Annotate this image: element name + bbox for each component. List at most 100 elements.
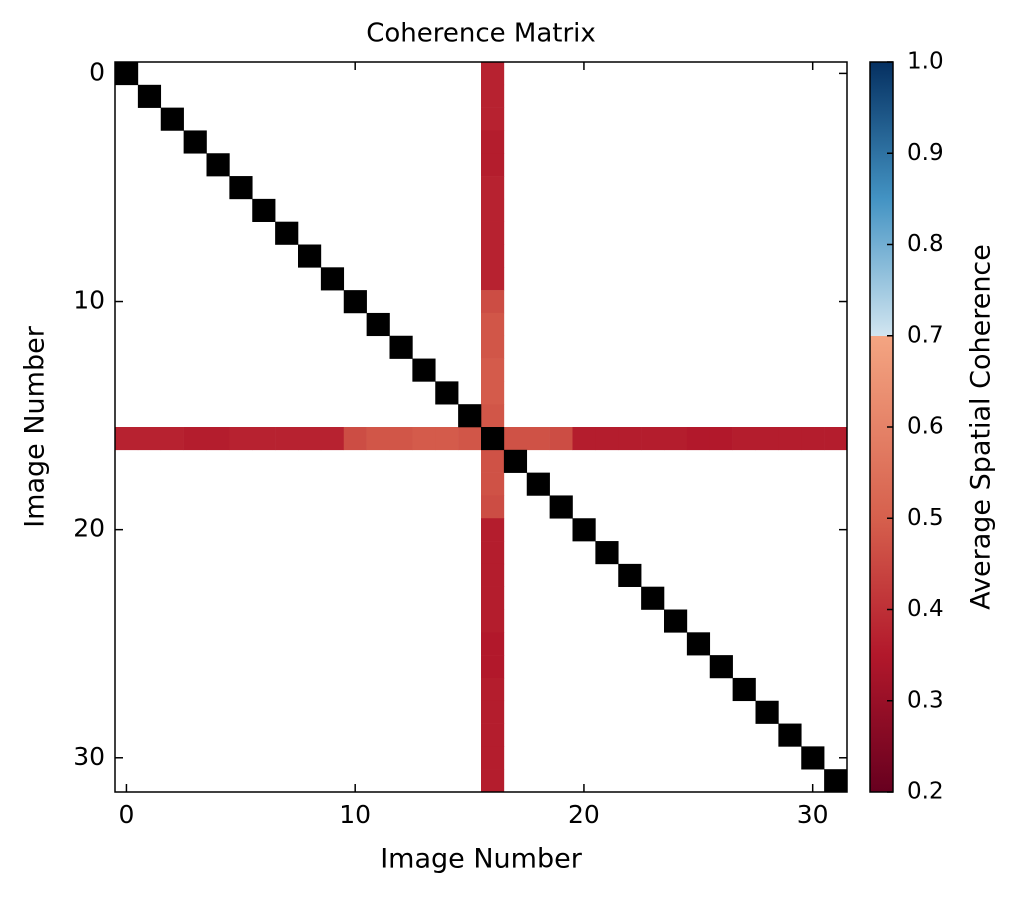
heatmap-cell [572, 427, 596, 451]
plot-frame [114, 61, 848, 793]
heatmap-cell [481, 404, 505, 428]
diagonal-cell [686, 632, 711, 656]
y-tick-label: 30 [73, 742, 105, 771]
heatmap-cell [137, 427, 162, 451]
x-tick-label: 20 [568, 800, 600, 829]
heatmap-cell [686, 427, 711, 451]
heatmap-cell [481, 655, 505, 679]
heatmap-cell [206, 427, 230, 451]
heatmap-cell [732, 427, 756, 451]
diagonal-cell [412, 358, 436, 382]
heatmap-cell [481, 358, 505, 382]
diagonal-cell [435, 381, 459, 405]
heatmap-cell [275, 427, 299, 451]
heatmap-cell [481, 107, 505, 131]
diagonal-cell [709, 655, 733, 679]
heatmap-cell [481, 472, 505, 496]
heatmap-cell [481, 153, 505, 177]
heatmap-cell [481, 381, 505, 405]
colorbar-tick-label: 0.7 [907, 322, 944, 348]
heatmap-cell [160, 427, 184, 451]
diagonal-cell [366, 312, 390, 337]
x-tick-label: 10 [339, 800, 371, 829]
diagonal-cell [572, 518, 596, 542]
y-tick-label: 20 [73, 514, 105, 543]
heatmap-cell [481, 176, 505, 200]
diagonal-cell [229, 176, 253, 200]
heatmap-cell [481, 84, 505, 108]
heatmap-cell [503, 427, 528, 451]
heatmap-cell [481, 746, 505, 770]
colorbar-tick-label: 0.4 [907, 596, 944, 622]
colorbar-tick-label: 0.3 [907, 687, 944, 713]
heatmap-cell [481, 312, 505, 337]
x-tick-label: 0 [118, 800, 134, 829]
colorbar-label: Average Spatial Coherence [966, 244, 997, 610]
heatmap-cell [115, 427, 139, 451]
diagonal-cell [618, 563, 642, 587]
diagonal-cell [389, 335, 413, 359]
diagonal-cell [801, 746, 825, 770]
y-axis-label: Image Number [20, 325, 51, 528]
heatmap-cell [824, 427, 848, 451]
heatmap-cell [481, 244, 505, 268]
diagonal-cell [206, 153, 230, 177]
heatmap-cell [481, 723, 505, 747]
heatmap-cell [709, 427, 733, 451]
heatmap-cell [435, 427, 459, 451]
heatmap-cell [481, 700, 505, 724]
heatmap-cell [298, 427, 322, 451]
diagonal-cell [549, 495, 573, 519]
heatmap-cell [481, 449, 505, 473]
heatmap-cell [481, 586, 505, 610]
diagonal-cell [526, 472, 550, 496]
heatmap-cell [343, 427, 367, 451]
heatmap-cell [481, 267, 505, 291]
colorbar-tick-label: 0.6 [907, 414, 944, 440]
diagonal-cell [641, 586, 665, 610]
colorbar-tick-label: 0.8 [907, 231, 944, 257]
heatmap-cell [481, 130, 505, 154]
heatmap-cell [618, 427, 642, 451]
diagonal-cell [824, 769, 848, 793]
heatmap-cell [481, 563, 505, 587]
chart-title: Coherence Matrix [366, 19, 596, 49]
diagonal-cell [778, 723, 802, 747]
heatmap-cell [183, 427, 207, 451]
heatmap-cell [481, 198, 505, 222]
heatmap-cell [755, 427, 779, 451]
heatmap-cell [526, 427, 550, 451]
heatmap-cell [320, 427, 345, 451]
heatmap-cell [778, 427, 802, 451]
y-tick-label: 10 [73, 286, 105, 315]
diagonal-cell [183, 130, 207, 154]
heatmap-cell [664, 427, 688, 451]
diagonal-cell [160, 107, 184, 131]
heatmap-cell [801, 427, 825, 451]
diagonal-cell [343, 290, 367, 314]
diagonal-cell [664, 609, 688, 633]
heatmap-cell [389, 427, 413, 451]
diagonal-cell [595, 541, 619, 565]
heatmap-cell [481, 609, 505, 633]
x-axis-label: Image Number [380, 844, 583, 875]
heatmap-cell [641, 427, 665, 451]
colorbar-tick-label: 1.0 [907, 49, 944, 75]
diagonal-cell [320, 267, 345, 291]
x-tick-label: 30 [797, 800, 829, 829]
heatmap-cell [595, 427, 619, 451]
diagonal-cell [298, 244, 322, 268]
heatmap-cell [481, 632, 505, 656]
diagonal-cell [252, 198, 276, 222]
colorbar-tick-label: 0.2 [907, 779, 944, 805]
diagonal-cell [115, 62, 139, 86]
colorbar-tick-label: 0.9 [907, 140, 944, 166]
diagonal-cell [458, 404, 482, 428]
heatmap-cell [481, 541, 505, 565]
heatmap-cell [481, 495, 505, 519]
heatmap-cell [252, 427, 276, 451]
heatmap-cell [481, 335, 505, 359]
heatmap-cell [481, 221, 505, 245]
heatmap-cell [481, 677, 505, 702]
